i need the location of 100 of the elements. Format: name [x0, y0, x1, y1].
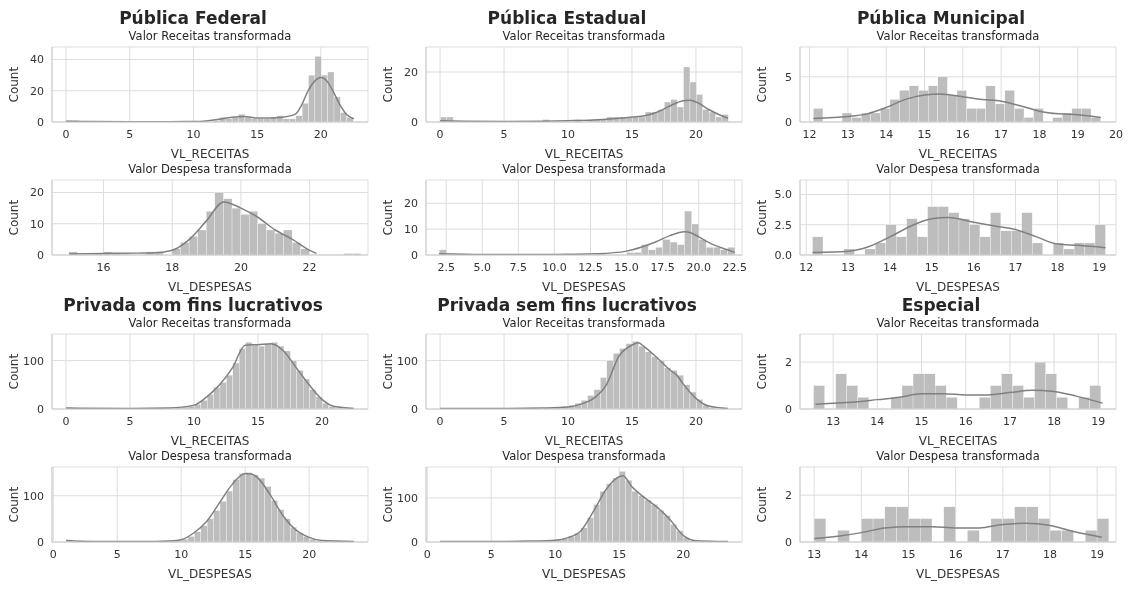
y-tick-label: 10	[30, 217, 44, 231]
x-tick-label: 13	[826, 414, 841, 428]
y-tick-label: 100	[23, 489, 44, 503]
chart-subtitle: Valor Despesa transformada	[875, 162, 1041, 177]
y-axis-title: Count	[381, 486, 396, 523]
x-tick-label: 20	[233, 260, 248, 274]
x-axis-title: VL_RECEITAS	[544, 434, 624, 448]
x-tick-label: 20	[688, 414, 703, 428]
chart-subtitle: Valor Receitas transformada	[875, 316, 1041, 331]
x-tick-label: 18	[1050, 260, 1065, 274]
x-tick-label: 12	[799, 260, 814, 274]
x-tick-label: 17	[1002, 414, 1017, 428]
y-tick-label: 0	[37, 535, 44, 549]
x-tick-label: 19	[1092, 260, 1107, 274]
x-tick-label: 0	[436, 414, 444, 428]
y-tick-label: 40	[30, 53, 44, 67]
x-tick-label: 15	[914, 414, 929, 428]
x-tick-label: 16	[955, 127, 970, 141]
y-tick-label: 20	[404, 197, 418, 211]
chart-subtitle: Valor Despesa transformada	[127, 449, 293, 464]
x-tick-label: 13	[841, 260, 856, 274]
x-tick-label: 18	[1032, 127, 1047, 141]
x-tick-label: 10	[187, 414, 202, 428]
x-tick-label: 14	[870, 414, 885, 428]
x-axis-title: VL_RECEITAS	[170, 147, 250, 161]
x-tick-label: 14	[854, 547, 869, 561]
x-tick-label: 5	[126, 414, 134, 428]
x-tick-label: 19	[1091, 414, 1106, 428]
chart-subtitle: Valor Receitas transformada	[501, 29, 667, 44]
x-tick-label: 13	[840, 127, 855, 141]
y-tick-label: 0	[411, 535, 418, 549]
x-tick-label: 5	[487, 547, 495, 561]
x-tick-label: 16	[948, 547, 963, 561]
x-tick-label: 0	[49, 547, 57, 561]
x-tick-label: 16	[966, 260, 981, 274]
y-tick-label: 20	[30, 84, 44, 98]
chart-title: Privada com fins lucrativos	[62, 295, 324, 316]
x-tick-label: 22	[302, 260, 317, 274]
y-axis-title: Count	[7, 486, 22, 523]
chart-subtitle: Valor Receitas transformada	[127, 29, 293, 44]
y-tick-label: 2	[785, 489, 792, 503]
chart-subtitle: Valor Despesa transformada	[875, 449, 1041, 464]
x-tick-label: 5	[500, 127, 508, 141]
x-axis-title: VL_DESPESAS	[916, 567, 1000, 581]
chart-subtitle: Valor Despesa transformada	[501, 162, 667, 177]
y-axis-title: Count	[755, 66, 770, 103]
y-axis-title: Count	[381, 199, 396, 236]
x-tick-label: 16	[96, 260, 111, 274]
chart-subtitle: Valor Receitas transformada	[501, 316, 667, 331]
x-tick-label: 15	[612, 547, 627, 561]
chart-subtitle: Valor Despesa transformada	[127, 162, 293, 177]
x-tick-label: 10	[174, 547, 189, 561]
x-tick-label: 2.5	[437, 260, 455, 274]
y-axis-title: Count	[7, 199, 22, 236]
y-tick-label: 0	[785, 535, 792, 549]
chart-title: Pública Municipal	[855, 8, 1027, 29]
y-tick-label: 10	[404, 223, 418, 237]
x-tick-label: 0	[62, 414, 70, 428]
y-tick-label: 0	[411, 115, 418, 129]
chart-title: Especial	[900, 295, 982, 316]
y-tick-label: 0	[37, 248, 44, 262]
x-tick-label: 10	[561, 414, 576, 428]
x-tick-label: 10.0	[542, 260, 567, 274]
y-tick-label: 20	[404, 65, 418, 79]
y-tick-label: 0	[411, 248, 418, 262]
y-tick-label: 5	[785, 70, 792, 84]
x-tick-label: 15	[917, 127, 932, 141]
y-tick-label: 0	[37, 402, 44, 416]
x-axis-title: VL_RECEITAS	[544, 147, 624, 161]
x-tick-label: 20	[314, 414, 329, 428]
x-axis-title: VL_RECEITAS	[918, 434, 998, 448]
x-tick-label: 18	[1042, 547, 1057, 561]
x-tick-label: 0	[423, 547, 431, 561]
x-tick-label: 15	[624, 414, 639, 428]
x-tick-label: 15	[250, 414, 265, 428]
x-tick-label: 15	[901, 547, 916, 561]
y-axis-title: Count	[7, 66, 22, 103]
y-tick-label: 0.0	[774, 248, 792, 262]
y-tick-label: 2	[785, 356, 792, 370]
x-tick-label: 15.0	[614, 260, 639, 274]
x-tick-label: 10	[186, 127, 201, 141]
x-tick-label: 20.0	[686, 260, 711, 274]
x-tick-label: 15	[924, 260, 939, 274]
chart-subtitle: Valor Despesa transformada	[501, 449, 667, 464]
x-tick-label: 10	[561, 127, 576, 141]
x-tick-label: 5.0	[473, 260, 492, 274]
x-tick-label: 15	[238, 547, 253, 561]
x-axis-title: VL_DESPESAS	[542, 280, 626, 294]
y-axis-title: Count	[755, 353, 770, 390]
x-tick-label: 20	[1109, 127, 1123, 141]
x-tick-label: 20	[688, 127, 703, 141]
x-tick-label: 5	[113, 547, 121, 561]
x-tick-label: 20	[313, 127, 328, 141]
x-tick-label: 19	[1070, 127, 1085, 141]
y-tick-label: 2.5	[774, 218, 792, 232]
x-tick-label: 15	[624, 127, 639, 141]
x-tick-label: 0	[436, 127, 444, 141]
y-tick-label: 100	[397, 354, 418, 368]
x-tick-label: 19	[1090, 547, 1105, 561]
y-axis-title: Count	[381, 353, 396, 390]
